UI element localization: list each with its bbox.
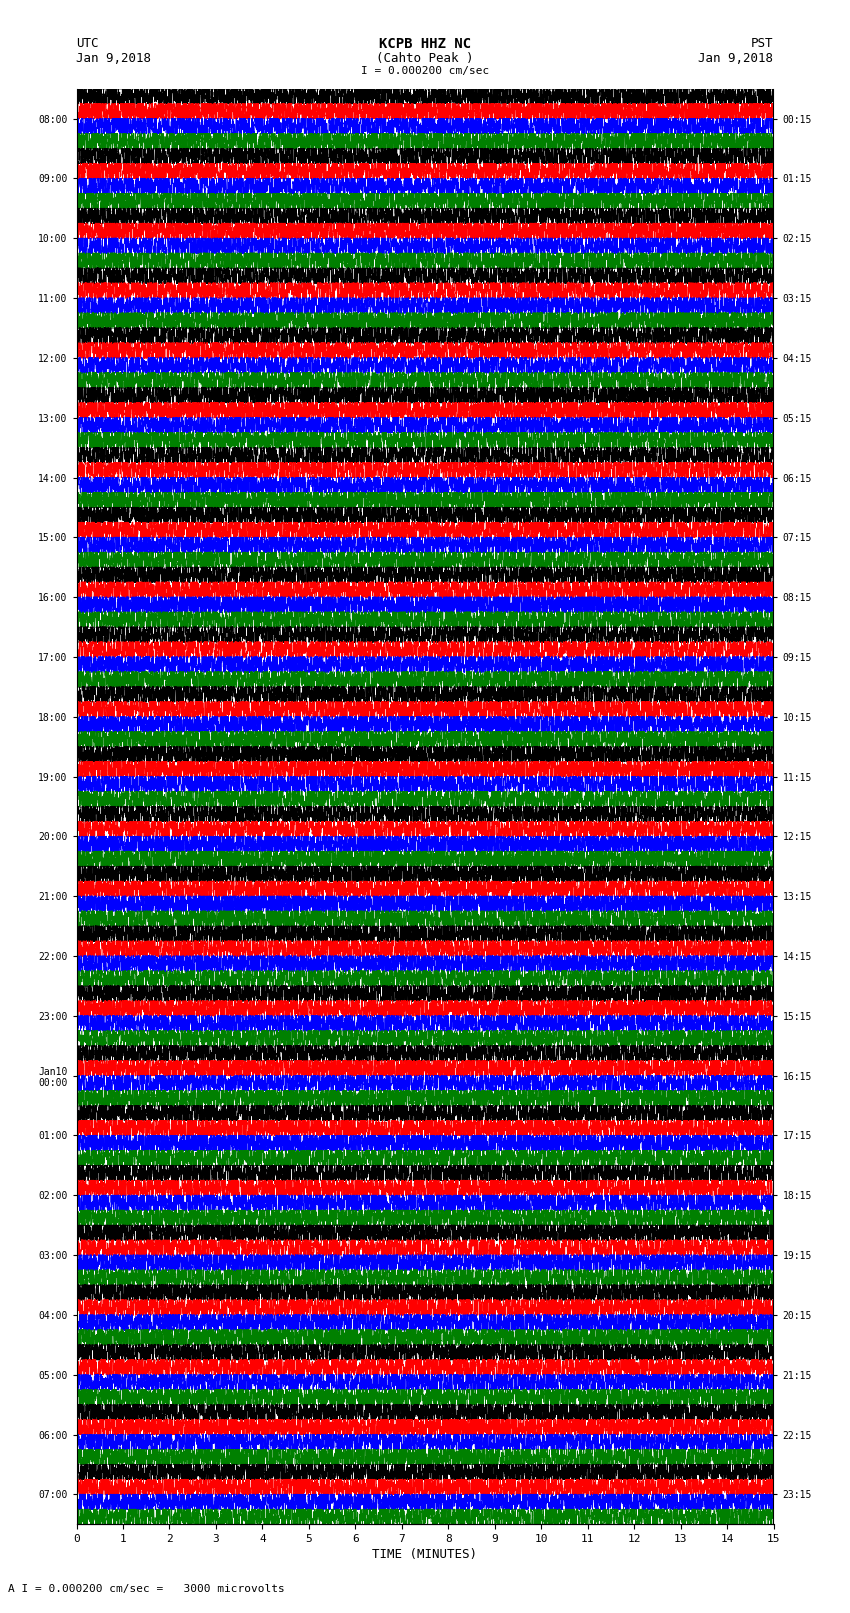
Text: I = 0.000200 cm/sec: I = 0.000200 cm/sec [361, 66, 489, 76]
Text: PST: PST [751, 37, 774, 50]
Text: A I = 0.000200 cm/sec =   3000 microvolts: A I = 0.000200 cm/sec = 3000 microvolts [8, 1584, 286, 1594]
Text: Jan 9,2018: Jan 9,2018 [76, 52, 151, 65]
X-axis label: TIME (MINUTES): TIME (MINUTES) [372, 1548, 478, 1561]
Text: KCPB HHZ NC: KCPB HHZ NC [379, 37, 471, 52]
Text: UTC: UTC [76, 37, 99, 50]
Text: Jan 9,2018: Jan 9,2018 [699, 52, 774, 65]
Text: (Cahto Peak ): (Cahto Peak ) [377, 52, 473, 65]
